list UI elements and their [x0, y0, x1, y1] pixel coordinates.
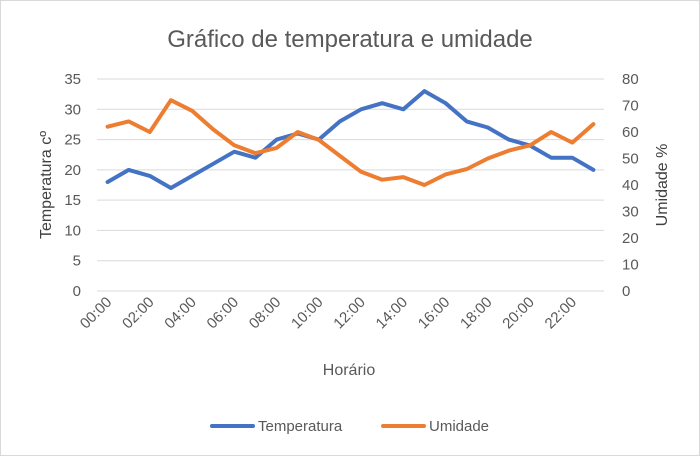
x-axis-ticks: 00:00 02:00 04:00 06:00 08:00 10:00 12:00 14:00… — [77, 294, 580, 333]
series-line-umidade — [105, 98, 596, 187]
x-tick-label: 12:00 — [330, 294, 369, 333]
y2-tick-label: 60 — [622, 124, 639, 141]
y-tick-label: 20 — [64, 162, 81, 179]
x-tick-label: 04:00 — [161, 294, 200, 333]
series-lines — [105, 89, 596, 190]
y2-axis-title: Umidade % — [654, 144, 671, 227]
series-line-temperatura — [105, 89, 596, 190]
chart-title: Gráfico de temperatura e umidade — [167, 26, 533, 53]
x-tick-label: 14:00 — [373, 294, 412, 333]
y-tick-label: 0 — [73, 283, 81, 300]
y-tick-label: 30 — [64, 101, 81, 118]
x-tick-label: 06:00 — [204, 294, 243, 333]
x-tick-label: 18:00 — [457, 294, 496, 333]
y-tick-label: 35 — [64, 71, 81, 88]
x-tick-label: 10:00 — [288, 294, 327, 333]
x-tick-label: 22:00 — [542, 294, 581, 333]
x-tick-label: 08:00 — [246, 294, 285, 333]
y2-tick-label: 30 — [622, 204, 639, 221]
y2-tick-label: 80 — [622, 71, 639, 88]
x-tick-label: 16:00 — [415, 294, 454, 333]
y-tick-label: 10 — [64, 222, 81, 239]
x-tick-label: 20:00 — [499, 294, 538, 333]
y2-tick-label: 10 — [622, 257, 639, 274]
y2-tick-label: 70 — [622, 98, 639, 115]
y2-tick-label: 50 — [622, 151, 639, 168]
legend-label-temperatura: Temperatura — [258, 418, 343, 435]
gridlines — [97, 78, 604, 292]
x-tick-label: 00:00 — [77, 294, 116, 333]
y-axis-title: Temperatura cº — [38, 131, 55, 239]
y2-tick-label: 0 — [622, 283, 630, 300]
y2-tick-label: 20 — [622, 230, 639, 247]
y-tick-label: 5 — [73, 253, 81, 270]
y-tick-label: 25 — [64, 132, 81, 149]
y-tick-label: 15 — [64, 192, 81, 209]
y2-tick-label: 40 — [622, 177, 639, 194]
x-tick-label: 02:00 — [119, 294, 158, 333]
x-axis-title: Horário — [323, 362, 376, 379]
legend-label-umidade: Umidade — [429, 418, 489, 435]
y-axis-ticks: 0 5 10 15 20 25 30 35 — [64, 71, 81, 300]
y2-axis-ticks: 0 10 20 30 40 50 60 70 80 — [622, 71, 639, 300]
legend: Temperatura Umidade — [210, 418, 489, 435]
